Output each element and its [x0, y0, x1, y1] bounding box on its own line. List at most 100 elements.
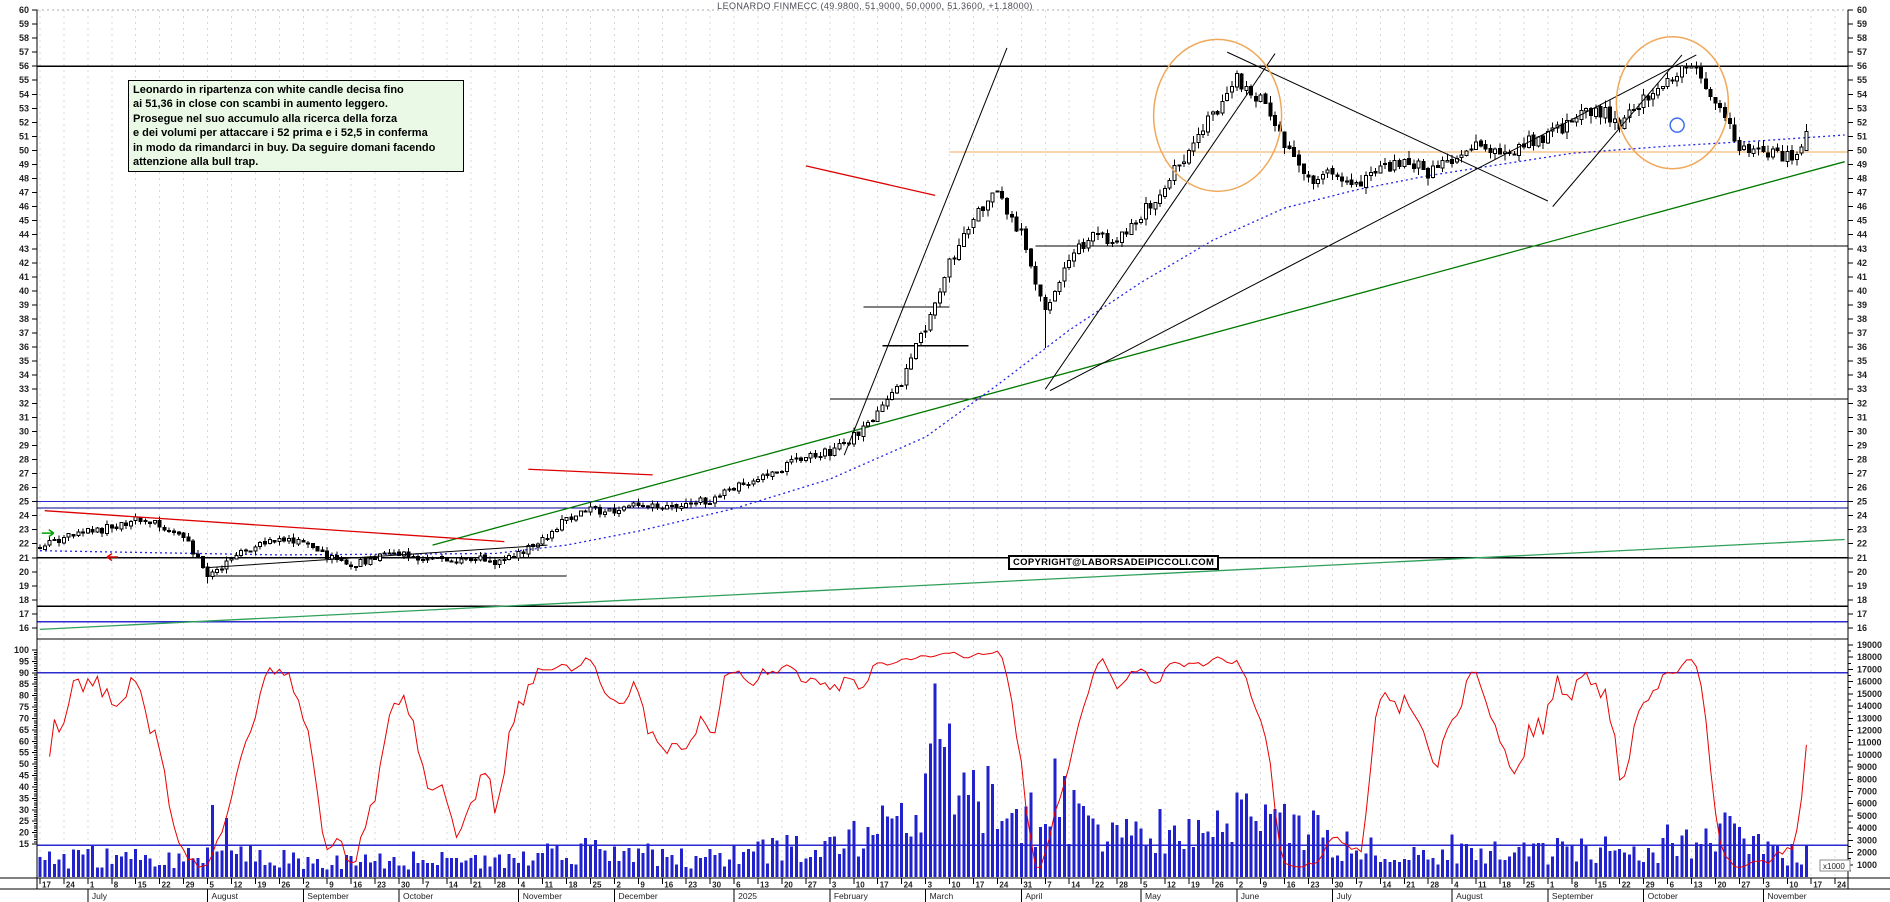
svg-text:15000: 15000 — [1857, 689, 1882, 699]
svg-text:47: 47 — [1857, 188, 1867, 198]
svg-text:November: November — [1767, 891, 1806, 901]
svg-text:9: 9 — [1263, 881, 1268, 890]
chart-title: LEONARDO FINMECC (49.9800, 51.9000, 50.0… — [717, 1, 1033, 11]
svg-text:25: 25 — [19, 816, 29, 826]
svg-text:28: 28 — [1857, 454, 1867, 464]
svg-text:19: 19 — [1191, 881, 1200, 890]
svg-text:21: 21 — [1857, 553, 1867, 563]
svg-text:58: 58 — [19, 33, 29, 43]
svg-text:22: 22 — [19, 539, 29, 549]
svg-text:30: 30 — [19, 805, 29, 815]
svg-text:29: 29 — [1646, 881, 1655, 890]
svg-text:19: 19 — [257, 881, 266, 890]
svg-text:38: 38 — [19, 314, 29, 324]
svg-text:41: 41 — [1857, 272, 1867, 282]
svg-text:28: 28 — [19, 454, 29, 464]
svg-text:16: 16 — [353, 881, 362, 890]
svg-text:2: 2 — [1239, 881, 1244, 890]
svg-text:26: 26 — [1215, 881, 1224, 890]
svg-text:35: 35 — [19, 356, 29, 366]
svg-text:80: 80 — [19, 691, 29, 701]
svg-text:31: 31 — [19, 412, 29, 422]
green-arrow-icon — [41, 529, 55, 538]
svg-text:8000: 8000 — [1857, 774, 1877, 784]
svg-text:56: 56 — [1857, 61, 1867, 71]
svg-text:22: 22 — [1095, 881, 1104, 890]
highlight-ellipse — [1152, 38, 1283, 193]
svg-text:24: 24 — [1837, 881, 1846, 890]
svg-text:1: 1 — [90, 881, 95, 890]
svg-text:17: 17 — [1857, 609, 1867, 619]
svg-text:26: 26 — [1857, 483, 1867, 493]
svg-text:32: 32 — [19, 398, 29, 408]
svg-text:30: 30 — [401, 881, 410, 890]
svg-text:59: 59 — [19, 19, 29, 29]
svg-text:85: 85 — [19, 679, 29, 689]
svg-text:46: 46 — [19, 202, 29, 212]
svg-text:August: August — [212, 891, 239, 901]
svg-text:47: 47 — [19, 188, 29, 198]
svg-text:5: 5 — [210, 881, 215, 890]
svg-text:20: 20 — [19, 828, 29, 838]
svg-text:12: 12 — [1167, 881, 1176, 890]
svg-text:14: 14 — [449, 881, 458, 890]
oscillator-line — [49, 650, 1807, 868]
svg-text:1000: 1000 — [1857, 860, 1877, 870]
svg-text:July: July — [92, 891, 108, 901]
svg-text:February: February — [834, 891, 869, 901]
svg-text:November: November — [523, 891, 562, 901]
svg-text:25: 25 — [1526, 881, 1535, 890]
svg-text:17: 17 — [1813, 881, 1822, 890]
svg-text:24: 24 — [66, 881, 75, 890]
svg-text:44: 44 — [1857, 230, 1867, 240]
svg-text:36: 36 — [19, 342, 29, 352]
svg-text:30: 30 — [19, 426, 29, 436]
svg-text:23: 23 — [688, 881, 697, 890]
svg-text:19000: 19000 — [1857, 640, 1882, 650]
svg-text:25: 25 — [593, 881, 602, 890]
svg-text:38: 38 — [1857, 314, 1867, 324]
svg-text:October: October — [403, 891, 433, 901]
svg-text:5: 5 — [1143, 881, 1148, 890]
svg-text:6000: 6000 — [1857, 799, 1877, 809]
volume-bars — [38, 683, 1808, 877]
candlesticks — [38, 61, 1809, 584]
svg-text:53: 53 — [1857, 103, 1867, 113]
svg-text:x1000: x1000 — [1823, 862, 1845, 871]
note-line: in modo da rimandarci in buy. Da seguire… — [133, 141, 436, 154]
svg-text:70: 70 — [19, 713, 29, 723]
copyright-watermark: COPYRIGHT@LABORSADEIPICCOLI.COM — [1008, 555, 1220, 570]
svg-text:8: 8 — [1574, 881, 1579, 890]
svg-text:3: 3 — [928, 881, 933, 890]
svg-text:21: 21 — [19, 553, 29, 563]
svg-text:37: 37 — [19, 328, 29, 338]
svg-text:7000: 7000 — [1857, 787, 1877, 797]
svg-text:9: 9 — [640, 881, 645, 890]
svg-text:34: 34 — [1857, 370, 1867, 380]
svg-text:30: 30 — [1334, 881, 1343, 890]
svg-text:56: 56 — [19, 61, 29, 71]
svg-text:21: 21 — [473, 881, 482, 890]
svg-text:29: 29 — [186, 881, 195, 890]
svg-text:20: 20 — [784, 881, 793, 890]
svg-text:10: 10 — [952, 881, 961, 890]
svg-text:27: 27 — [808, 881, 817, 890]
svg-text:2000: 2000 — [1857, 848, 1877, 858]
svg-text:17000: 17000 — [1857, 664, 1882, 674]
svg-text:55: 55 — [19, 75, 29, 85]
svg-text:95: 95 — [19, 656, 29, 666]
svg-text:August: August — [1456, 891, 1483, 901]
svg-text:6: 6 — [736, 881, 741, 890]
analysis-note: Leonardo in ripartenza con white candle … — [128, 80, 464, 173]
axes — [0, 9, 1890, 902]
svg-text:55: 55 — [19, 748, 29, 758]
svg-text:April: April — [1025, 891, 1042, 901]
svg-text:September: September — [1552, 891, 1594, 901]
svg-text:37: 37 — [1857, 328, 1867, 338]
svg-text:3: 3 — [1765, 881, 1770, 890]
svg-text:18: 18 — [569, 881, 578, 890]
svg-text:75: 75 — [19, 702, 29, 712]
svg-text:June: June — [1241, 891, 1260, 901]
svg-text:30: 30 — [1857, 426, 1867, 436]
svg-text:4000: 4000 — [1857, 823, 1877, 833]
